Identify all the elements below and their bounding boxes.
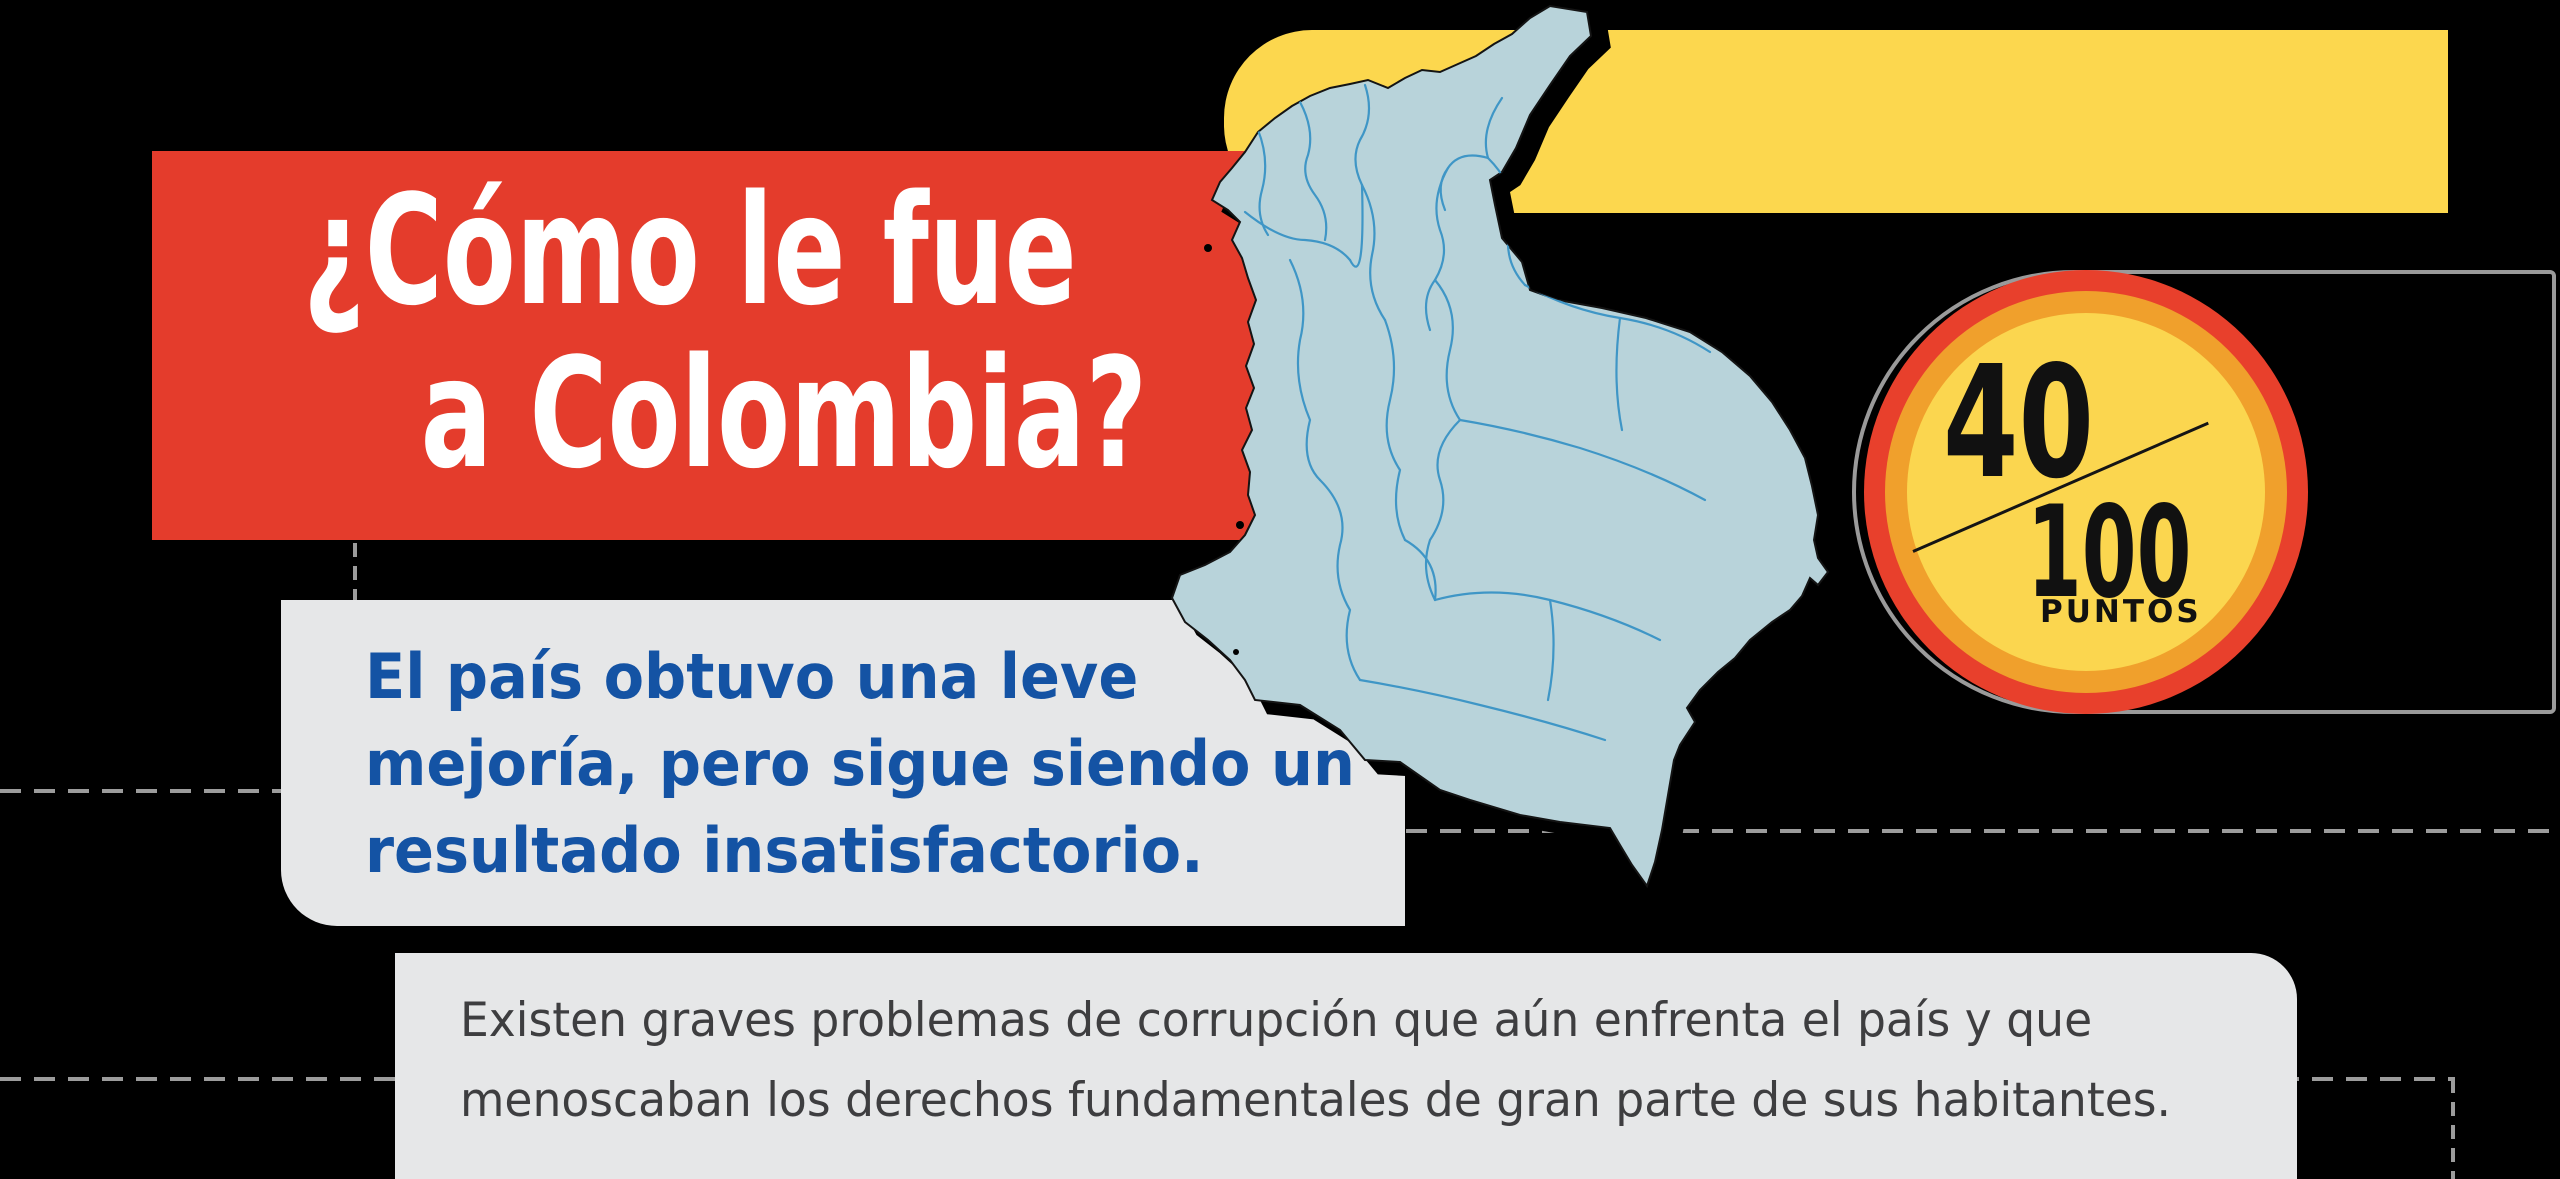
highlight-line-2: mejoría, pero sigue siendo un bbox=[365, 727, 1355, 800]
highlight-line-1: El país obtuvo una leve bbox=[365, 640, 1139, 713]
colombia-map bbox=[1170, 4, 1849, 906]
highlight-line-3: resultado insatisfactorio. bbox=[365, 814, 1204, 887]
title-line-1: ¿Cómo le fue bbox=[303, 162, 1077, 339]
description-line-1: Existen graves problemas de corrupción q… bbox=[460, 993, 2093, 1048]
description-line-2: menoscaban los derechos fundamentales de… bbox=[460, 1073, 2171, 1128]
page-title: ¿Cómo le fue a Colombia? bbox=[303, 169, 1147, 495]
map-land bbox=[1170, 4, 1830, 889]
badge-yellow-disc bbox=[1907, 313, 2265, 671]
dashed-line-right bbox=[1100, 829, 2560, 833]
score-unit-label: PUNTOS bbox=[2040, 594, 2202, 630]
coastal-islets bbox=[1204, 244, 1244, 655]
description-text: Existen graves problemas de corrupción q… bbox=[460, 981, 2171, 1141]
highlight-text: El país obtuvo una leve mejoría, pero si… bbox=[365, 633, 1355, 894]
dashed-connector-vertical bbox=[353, 543, 357, 601]
badge-outline-pill bbox=[1852, 270, 2556, 714]
highlight-callout-box bbox=[281, 600, 1405, 926]
department-borders bbox=[1243, 83, 1712, 742]
score-total: 100 bbox=[2027, 478, 2192, 626]
title-red-panel bbox=[152, 151, 1395, 540]
dashed-line-left-upper bbox=[0, 789, 560, 793]
title-line-2: a Colombia? bbox=[420, 325, 1148, 502]
score-value: 40 bbox=[1943, 332, 2094, 513]
description-callout-box bbox=[395, 953, 2297, 1179]
dashed-line-bottom-right-vertical bbox=[2451, 1079, 2455, 1179]
score-badge: 40 100 PUNTOS bbox=[1864, 270, 2308, 714]
